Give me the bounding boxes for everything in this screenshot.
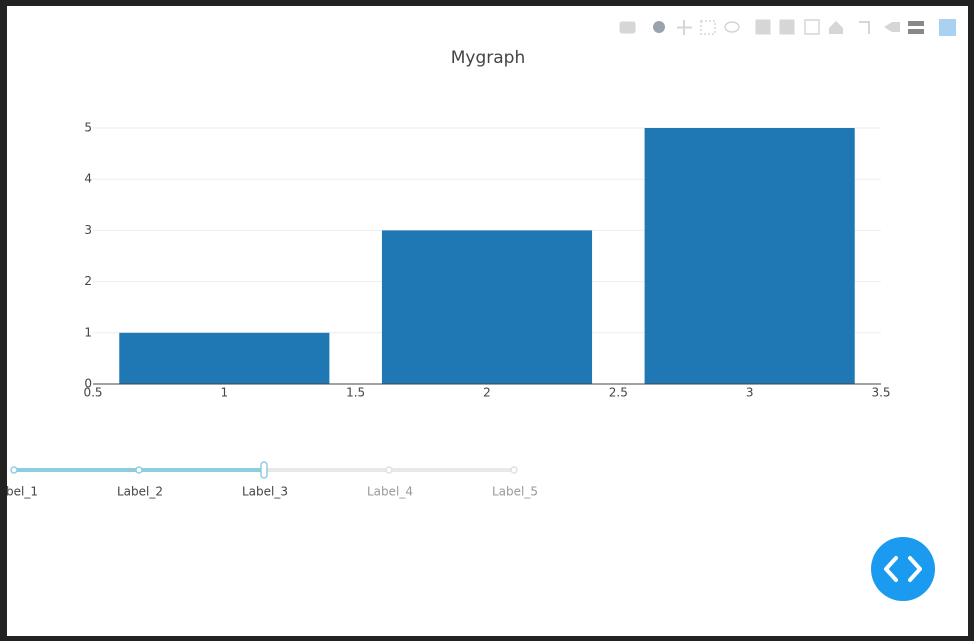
y-tick-label: 1 bbox=[84, 325, 92, 339]
slider-step[interactable] bbox=[10, 466, 18, 474]
slider-label[interactable]: Label_5 bbox=[492, 485, 538, 499]
slider-step[interactable] bbox=[135, 466, 143, 474]
slider-label[interactable]: Label_4 bbox=[367, 485, 413, 499]
lasso-icon[interactable] bbox=[724, 21, 740, 33]
spike-icon[interactable] bbox=[859, 21, 870, 34]
hover-compare-icon[interactable] bbox=[908, 29, 924, 34]
slider-handle[interactable] bbox=[260, 461, 268, 479]
code-button-icon bbox=[884, 556, 922, 582]
box-select-icon[interactable] bbox=[700, 20, 716, 35]
camera-icon[interactable] bbox=[619, 21, 636, 34]
frame-top bbox=[0, 0, 974, 6]
x-tick-label: 0.5 bbox=[83, 386, 102, 400]
zoom-icon[interactable] bbox=[653, 21, 665, 33]
y-tick-label: 0 bbox=[84, 377, 92, 391]
x-tick-label: 3.5 bbox=[871, 386, 890, 400]
x-tick-label: 3 bbox=[746, 386, 754, 400]
x-tick-label: 2.5 bbox=[609, 386, 628, 400]
plotly-logo[interactable] bbox=[939, 19, 956, 36]
zoom-in-icon[interactable] bbox=[755, 19, 771, 35]
slider-label[interactable]: Label_3 bbox=[242, 485, 288, 499]
x-tick-label: 1 bbox=[221, 386, 229, 400]
x-tick-label: 1.5 bbox=[346, 386, 365, 400]
chart-title: Mygraph bbox=[451, 48, 526, 68]
frame-right bbox=[968, 0, 974, 641]
bar bbox=[119, 332, 330, 384]
code-button[interactable] bbox=[871, 537, 935, 601]
y-tick-label: 5 bbox=[84, 121, 92, 135]
reset-icon[interactable] bbox=[829, 21, 843, 34]
autoscale-icon[interactable] bbox=[804, 19, 820, 35]
y-tick-label: 2 bbox=[84, 274, 92, 288]
slider-label[interactable]: Label_1 bbox=[0, 485, 38, 499]
zoom-out-icon[interactable] bbox=[779, 19, 795, 35]
code-button-circle[interactable] bbox=[871, 537, 935, 601]
frame-left bbox=[0, 0, 7, 641]
x-tick-label: 2 bbox=[483, 386, 491, 400]
hover-closest-icon[interactable] bbox=[884, 22, 900, 32]
slider-label[interactable]: Label_2 bbox=[117, 485, 163, 499]
modebar[interactable] bbox=[619, 19, 956, 36]
hover-compare-icon[interactable] bbox=[908, 21, 924, 26]
slider-step[interactable] bbox=[510, 466, 518, 474]
y-tick-label: 4 bbox=[84, 172, 92, 186]
y-tick-label: 3 bbox=[84, 223, 92, 237]
frame-bottom bbox=[0, 636, 974, 641]
pan-icon[interactable] bbox=[677, 20, 692, 35]
bar bbox=[644, 128, 855, 384]
bar bbox=[381, 230, 593, 384]
slider-step[interactable] bbox=[385, 466, 393, 474]
